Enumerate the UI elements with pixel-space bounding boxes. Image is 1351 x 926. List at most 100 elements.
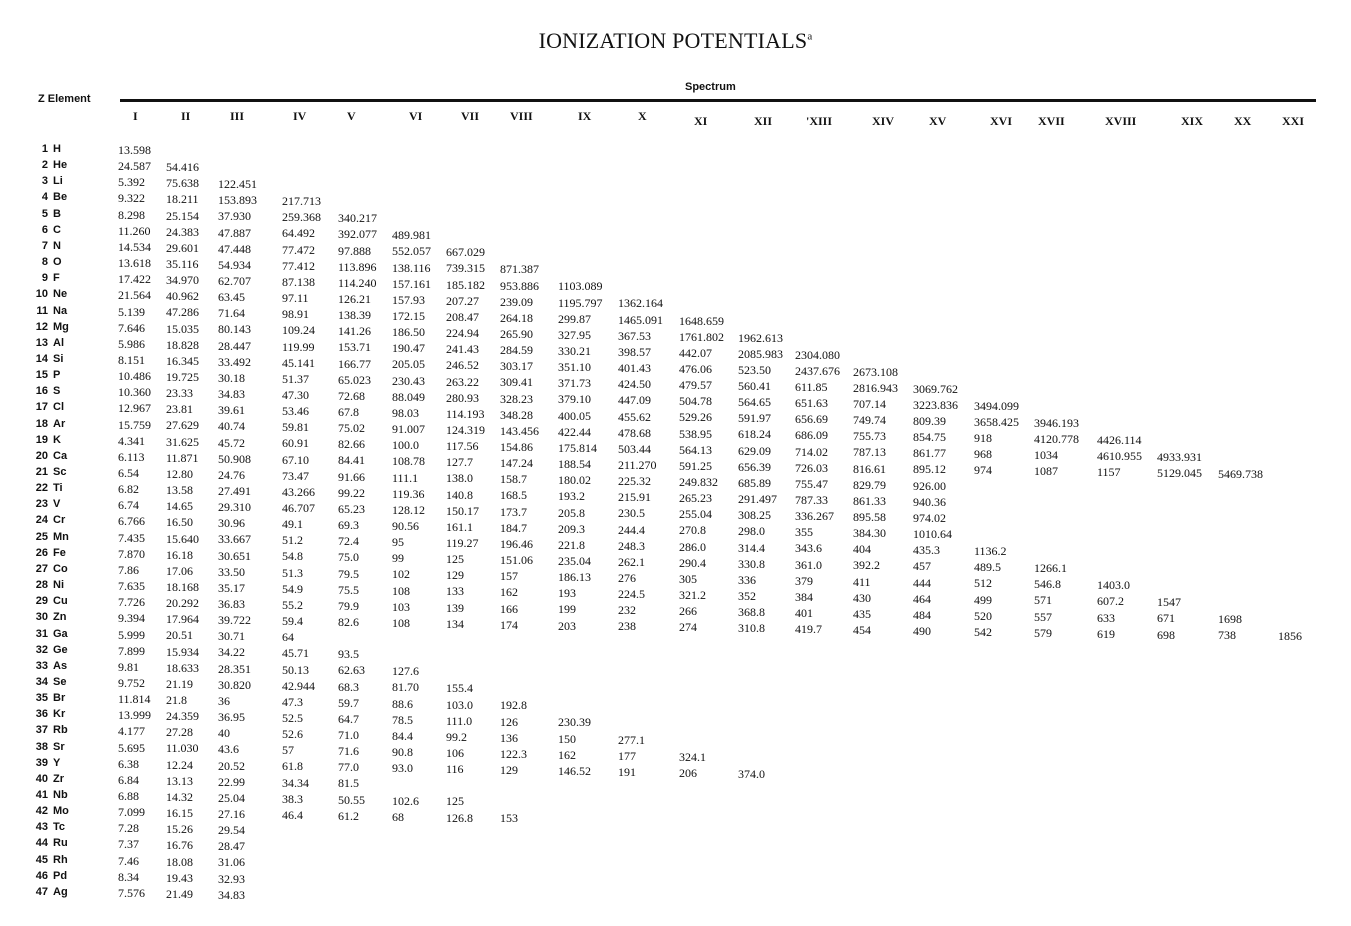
potential-value: 71.6 <box>338 744 359 759</box>
potential-value: 324.1 <box>679 749 706 764</box>
potential-value: 14.534 <box>118 239 151 254</box>
element-symbol: Ar <box>53 417 66 430</box>
potential-value: 265.90 <box>500 326 533 341</box>
element-symbol: Zr <box>53 772 64 785</box>
potential-value: 91.007 <box>392 422 425 437</box>
atomic-number: 35 <box>35 692 48 705</box>
potential-value: 305 <box>679 571 697 586</box>
potential-value: 122.3 <box>500 746 527 761</box>
potential-value: 656.39 <box>738 459 771 474</box>
potential-value: 974 <box>974 463 992 478</box>
element-label: 21 Sc <box>28 466 118 478</box>
potential-value: 7.635 <box>118 579 145 594</box>
potential-value: 162 <box>558 747 576 762</box>
element-symbol: Nb <box>53 789 68 801</box>
potential-value: 1034 <box>1034 448 1058 463</box>
potential-value: 9.752 <box>118 675 145 690</box>
element-symbol: Rh <box>53 853 68 866</box>
potential-value: 188.54 <box>558 457 591 472</box>
potential-value: 11.871 <box>166 450 199 465</box>
potential-value: 2673.108 <box>853 364 898 379</box>
potential-value: 186.50 <box>392 325 425 340</box>
potential-value: 51.3 <box>282 565 303 580</box>
potential-value: 27.629 <box>166 418 199 433</box>
potential-value: 392.077 <box>338 227 377 242</box>
potential-value: 1010.64 <box>913 527 952 542</box>
element-symbol: As <box>53 659 68 672</box>
potential-value: 40 <box>218 726 230 741</box>
potential-value: 698 <box>1157 627 1175 642</box>
element-symbol: Y <box>53 756 61 769</box>
element-symbol: Ti <box>53 482 63 495</box>
potential-value: 11.814 <box>118 692 151 707</box>
potential-value: 230.5 <box>618 506 645 521</box>
potential-value: 150 <box>558 731 576 746</box>
potential-value: 52.5 <box>282 710 303 725</box>
potential-value: 7.870 <box>118 546 145 561</box>
potential-value: 103.0 <box>446 697 473 712</box>
potential-value: 23.33 <box>166 386 193 401</box>
potential-value: 153.893 <box>218 193 257 208</box>
potential-value: 6.766 <box>118 514 145 529</box>
element-label: 19 K <box>28 434 118 446</box>
column-header: XXI <box>1282 114 1305 128</box>
row-header: Z Element <box>38 93 91 105</box>
potential-value: 277.1 <box>618 732 645 747</box>
potential-value: 246.52 <box>446 358 479 373</box>
potential-value: 20.52 <box>218 758 245 773</box>
potential-value: 7.37 <box>118 837 139 852</box>
element-symbol: P <box>53 369 61 382</box>
element-label: 20 Ca <box>28 450 118 462</box>
potential-value: 8.34 <box>118 869 139 884</box>
atomic-number: 20 <box>35 449 48 462</box>
potential-value: 109.24 <box>282 323 315 338</box>
potential-value: 552.057 <box>392 244 431 259</box>
atomic-number: 25 <box>35 530 48 543</box>
potential-value: 205.8 <box>558 505 585 520</box>
potential-value: 88.049 <box>392 389 425 404</box>
atomic-number: 46 <box>35 869 48 882</box>
potential-value: 343.6 <box>795 541 822 556</box>
potential-value: 499 <box>974 592 992 607</box>
potential-value: 384.30 <box>853 526 886 541</box>
element-label: 25 Mn <box>28 531 118 543</box>
potential-value: 127.7 <box>446 455 473 470</box>
potential-value: 16.18 <box>166 547 193 562</box>
potential-value: 18.08 <box>166 854 193 869</box>
element-label: 41 Nb <box>28 789 118 801</box>
potential-value: 21.49 <box>166 886 193 901</box>
potential-value: 97.11 <box>282 291 309 306</box>
potential-value: 3946.193 <box>1034 415 1079 430</box>
potential-value: 43.6 <box>218 742 239 757</box>
potential-value: 16.345 <box>166 353 199 368</box>
potential-value: 127.6 <box>392 664 419 679</box>
column-header: I <box>133 109 138 123</box>
potential-value: 557 <box>1034 609 1052 624</box>
atomic-number: 8 <box>41 256 48 269</box>
potential-value: 114.240 <box>338 275 377 290</box>
potential-value: 30.18 <box>218 370 245 385</box>
potential-value: 476.06 <box>679 361 712 376</box>
potential-value: 11.030 <box>166 741 199 756</box>
potential-value: 457 <box>913 559 931 574</box>
potential-value: 27.16 <box>218 806 245 821</box>
potential-value: 504.78 <box>679 394 712 409</box>
element-symbol: Mo <box>53 805 69 818</box>
potential-value: 61.2 <box>338 808 359 823</box>
potential-value: 7.099 <box>118 805 145 820</box>
element-symbol: Ca <box>53 449 68 462</box>
element-label: 28 Ni <box>28 579 118 591</box>
potential-value: 196.46 <box>500 536 533 551</box>
potential-value: 88.6 <box>392 696 413 711</box>
potential-value: 34.22 <box>218 645 245 660</box>
potential-value: 4.341 <box>118 433 145 448</box>
potential-value: 5.986 <box>118 336 145 351</box>
potential-value: 108.78 <box>392 454 425 469</box>
potential-value: 895.58 <box>853 510 886 524</box>
element-symbol: He <box>53 159 68 172</box>
potential-value: 398.57 <box>618 344 651 359</box>
potential-value: 310.8 <box>738 621 765 636</box>
potential-value: 28.447 <box>218 338 251 353</box>
potential-value: 95 <box>392 535 404 550</box>
